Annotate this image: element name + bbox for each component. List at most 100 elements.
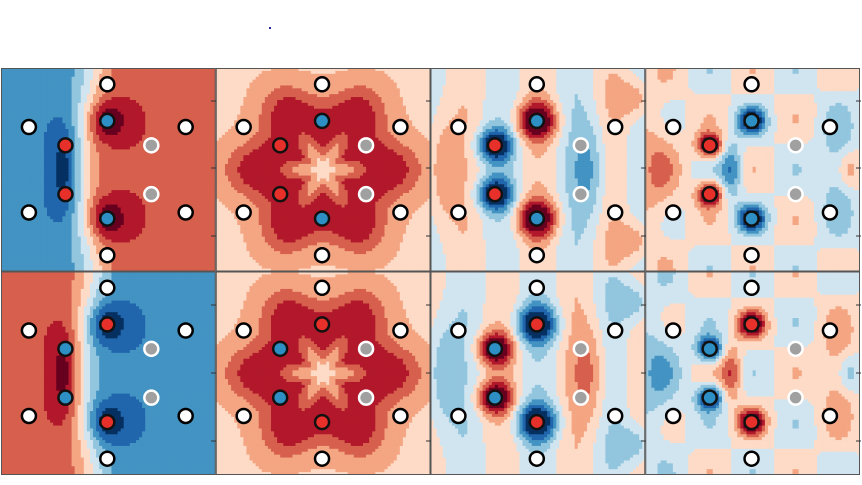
atom-ring-marker xyxy=(177,204,194,221)
atom-blue-marker xyxy=(701,389,718,406)
atom-ring-marker xyxy=(99,450,116,467)
atom-ring-marker xyxy=(313,246,331,264)
atom-red-marker xyxy=(528,413,546,431)
atom-ring-marker xyxy=(392,118,409,136)
heatmap-panel xyxy=(1,271,216,475)
atom-red-marker xyxy=(313,413,331,431)
atom-ring-marker xyxy=(528,246,546,264)
atom-blue-marker xyxy=(57,340,74,358)
atom-ring-marker xyxy=(664,322,682,339)
heatmap-panel xyxy=(1,68,216,272)
atom-ring-marker xyxy=(99,246,116,264)
atom-red-marker xyxy=(57,137,74,154)
atom-gray-marker xyxy=(572,340,590,358)
atom-gray-marker xyxy=(357,137,375,154)
atom-ring-marker xyxy=(821,204,839,221)
atom-gray-marker xyxy=(787,185,804,203)
atom-gray-marker xyxy=(357,340,375,358)
atom-red-marker xyxy=(99,316,116,333)
atom-ring-marker xyxy=(20,322,38,339)
atom-gray-marker xyxy=(572,137,590,154)
atom-gray-marker xyxy=(357,389,375,406)
atom-ring-marker xyxy=(450,407,467,425)
atom-red-marker xyxy=(743,413,760,431)
atom-ring-marker xyxy=(20,204,38,221)
atom-ring-marker xyxy=(606,204,624,221)
atom-ring-marker xyxy=(528,450,546,467)
atom-ring-marker xyxy=(313,279,331,297)
atom-ring-marker xyxy=(99,76,116,93)
atom-gray-marker xyxy=(787,340,804,358)
atom-ring-marker xyxy=(450,322,467,339)
panel-frame xyxy=(1,68,216,272)
atom-red-marker xyxy=(528,316,546,333)
atom-red-marker xyxy=(701,185,718,203)
atom-ring-marker xyxy=(743,246,760,264)
atom-blue-marker xyxy=(743,210,760,227)
atom-blue-marker xyxy=(271,389,289,406)
atom-ring-marker xyxy=(177,118,194,136)
atom-ring-marker xyxy=(392,322,409,339)
heatmap-panel xyxy=(430,68,646,272)
atom-gray-marker xyxy=(572,389,590,406)
atom-ring-marker xyxy=(177,322,194,339)
panel-frame xyxy=(645,68,860,272)
atom-ring-marker xyxy=(821,322,839,339)
atom-blue-marker xyxy=(743,112,760,130)
atom-ring-marker xyxy=(606,118,624,136)
atom-ring-marker xyxy=(450,204,467,221)
atom-blue-marker xyxy=(99,112,116,130)
atom-ring-marker xyxy=(235,407,252,425)
atom-blue-marker xyxy=(528,210,546,227)
atom-ring-marker xyxy=(235,118,252,136)
atom-gray-marker xyxy=(787,389,804,406)
atom-blue-marker xyxy=(528,112,546,130)
atom-blue-marker xyxy=(701,340,718,358)
atom-ring-marker xyxy=(528,76,546,93)
atom-ring-marker xyxy=(743,76,760,93)
atom-blue-marker xyxy=(313,210,331,227)
atom-ring-marker xyxy=(235,204,252,221)
atom-gray-marker xyxy=(143,340,160,358)
atom-red-marker xyxy=(271,137,289,154)
atom-ring-marker xyxy=(606,407,624,425)
atom-ring-marker xyxy=(821,407,839,425)
atom-red-marker xyxy=(701,137,718,154)
atom-red-marker xyxy=(486,185,504,203)
panel-frame xyxy=(430,68,646,272)
atom-gray-marker xyxy=(357,185,375,203)
atom-gray-marker xyxy=(572,185,590,203)
atom-gray-marker xyxy=(787,137,804,154)
atom-gray-marker xyxy=(143,389,160,406)
heatmap-panel xyxy=(645,68,860,272)
heatmap-panel xyxy=(215,68,431,272)
atom-blue-marker xyxy=(313,112,331,130)
atom-ring-marker xyxy=(392,407,409,425)
atom-red-marker xyxy=(99,413,116,431)
atom-ring-marker xyxy=(177,407,194,425)
atom-ring-marker xyxy=(743,450,760,467)
heatmap-panel xyxy=(430,271,646,475)
atom-ring-marker xyxy=(392,204,409,221)
heatmap-panel xyxy=(645,271,860,475)
atom-ring-marker xyxy=(20,407,38,425)
atom-ring-marker xyxy=(528,279,546,297)
atom-ring-marker xyxy=(664,204,682,221)
atom-ring-marker xyxy=(664,118,682,136)
atom-red-marker xyxy=(57,185,74,203)
atom-red-marker xyxy=(743,316,760,333)
atom-blue-marker xyxy=(486,389,504,406)
atom-red-marker xyxy=(271,185,289,203)
atom-ring-marker xyxy=(664,407,682,425)
heatmap-panel xyxy=(215,271,431,475)
atom-ring-marker xyxy=(743,279,760,297)
atom-ring-marker xyxy=(313,450,331,467)
atom-gray-marker xyxy=(143,137,160,154)
atom-ring-marker xyxy=(20,118,38,136)
atom-red-marker xyxy=(486,137,504,154)
atom-red-marker xyxy=(313,316,331,333)
atom-blue-marker xyxy=(486,340,504,358)
atom-ring-marker xyxy=(606,322,624,339)
atom-ring-marker xyxy=(235,322,252,339)
